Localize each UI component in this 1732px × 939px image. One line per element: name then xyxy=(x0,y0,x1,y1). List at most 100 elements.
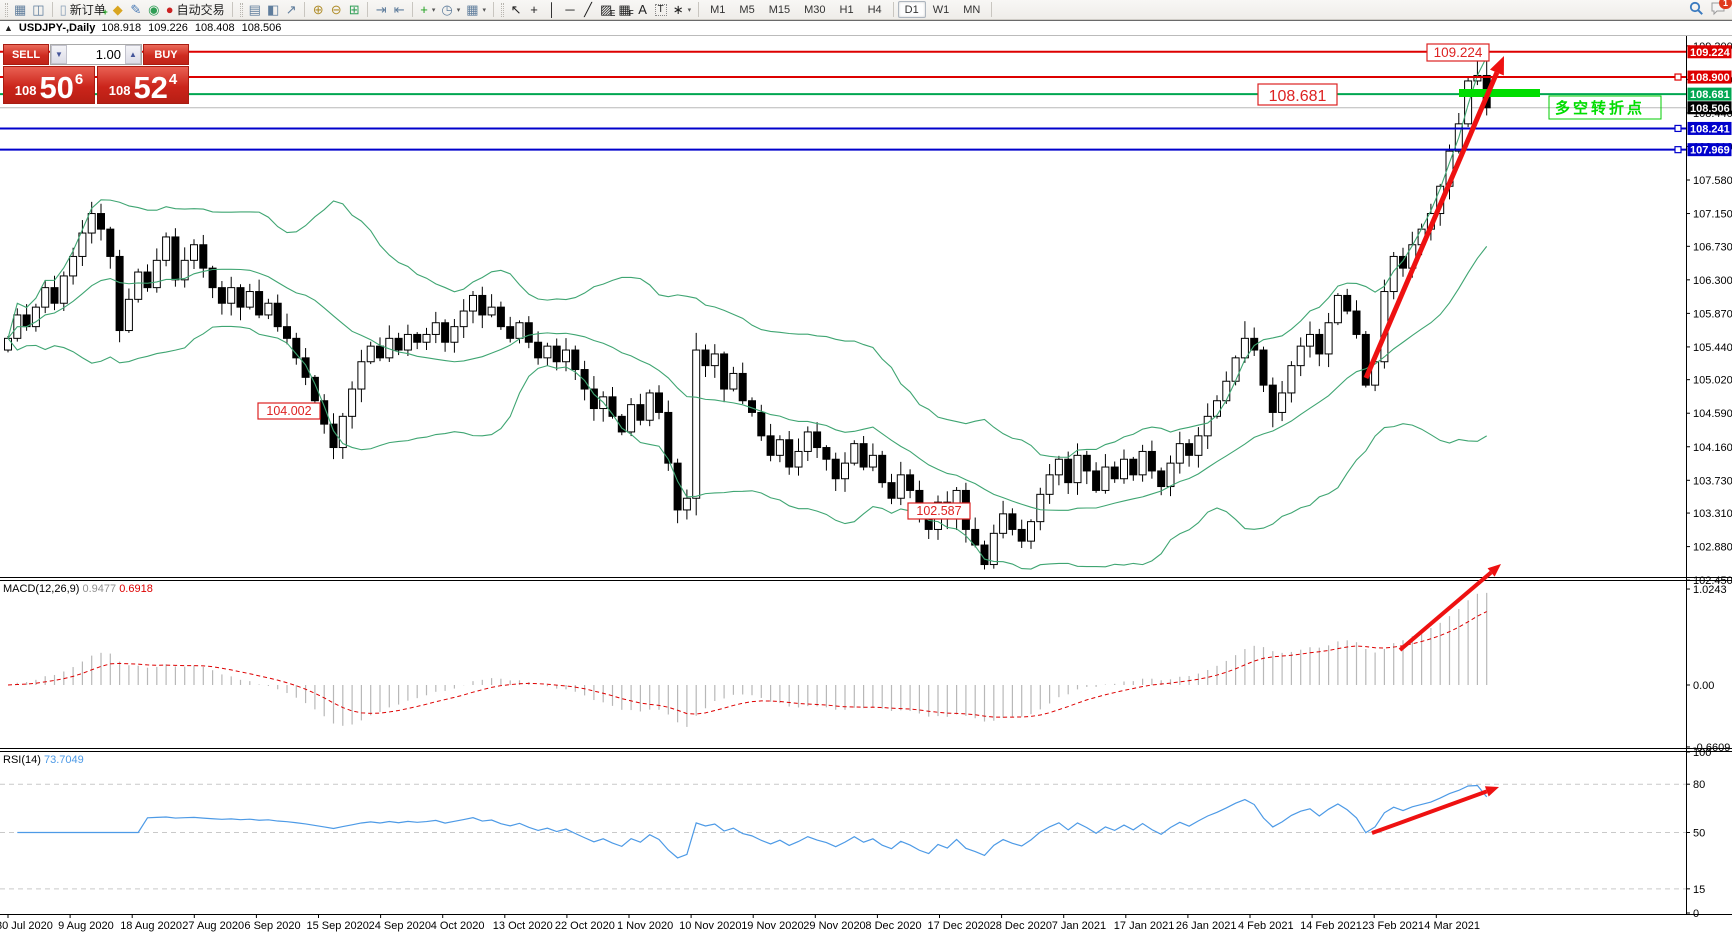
crosshair-icon: + xyxy=(530,2,538,17)
bar-chart-button[interactable]: ▤ xyxy=(246,1,264,19)
volume-stepper: ▼ ▲ xyxy=(50,44,142,65)
candle-body xyxy=(608,396,617,417)
axis-badge-text: 108.900 xyxy=(1690,72,1730,84)
timeframe-button-m1[interactable]: M1 xyxy=(710,3,726,16)
chart-shift-button[interactable]: ⇤ xyxy=(390,1,408,19)
tile-windows-button[interactable]: ⊞ xyxy=(345,1,363,19)
label-button[interactable]: T xyxy=(652,1,670,19)
shapes-button[interactable]: ∗ ▾ xyxy=(670,1,694,19)
candlestick-button[interactable]: ◧ xyxy=(264,1,282,19)
timeframe-button-m5[interactable]: M5 xyxy=(739,3,755,16)
candle-body xyxy=(1324,322,1333,355)
new-chart-button[interactable]: ▦ xyxy=(11,1,29,19)
candle-body xyxy=(59,275,68,304)
equidistant-channel-button[interactable]: ▨ E xyxy=(597,1,615,19)
timeframe-button-h4[interactable]: H4 xyxy=(867,3,882,16)
cursor-button[interactable]: ↖ xyxy=(507,1,525,19)
date-axis-label: 14 Feb 2021 xyxy=(1300,920,1362,932)
volume-decrease-button[interactable]: ▼ xyxy=(51,45,67,64)
volume-increase-button[interactable]: ▲ xyxy=(125,45,141,64)
sell-button[interactable]: SELL xyxy=(3,44,49,65)
trend-arrow-2[interactable] xyxy=(1398,564,1501,652)
bollinger-upper-band xyxy=(7,56,1488,458)
volume-input[interactable] xyxy=(67,45,125,64)
sep xyxy=(493,2,495,17)
candle-body xyxy=(710,353,719,367)
notifications-button[interactable]: 1 xyxy=(1710,0,1732,19)
date-axis-label: 6 Sep 2020 xyxy=(244,920,300,932)
timeframe-button-d1[interactable]: D1 xyxy=(897,1,926,18)
vertical-line-button[interactable]: │ xyxy=(543,1,561,19)
line-handle[interactable] xyxy=(1674,146,1682,154)
highlight-level-bar[interactable] xyxy=(1459,89,1540,97)
timeframe-button-w1[interactable]: W1 xyxy=(932,3,950,16)
trend-arrow-3[interactable] xyxy=(1371,786,1499,835)
candle-body xyxy=(496,306,505,328)
line-handle[interactable] xyxy=(1674,124,1682,133)
candle-body xyxy=(1185,443,1194,456)
date-axis-label: 27 Aug 2020 xyxy=(182,920,244,932)
candle-body xyxy=(329,423,338,449)
candle-body xyxy=(515,322,524,339)
candle-body xyxy=(999,513,1008,534)
metaeditor-icon: ✎ xyxy=(130,2,142,17)
candle-body xyxy=(236,287,245,308)
candle-body xyxy=(1092,470,1101,491)
candle-body xyxy=(1343,294,1352,312)
line-chart-button[interactable]: ↗ xyxy=(282,1,300,19)
zoom-out-button[interactable]: ⊖ xyxy=(327,1,345,19)
candle-body xyxy=(850,443,859,464)
candle-body xyxy=(1064,458,1073,484)
timeframe-button-m15[interactable]: M15 xyxy=(768,3,791,16)
timeframe-button-m30[interactable]: M30 xyxy=(804,3,826,16)
candle-body xyxy=(1045,474,1054,495)
text-button[interactable]: A xyxy=(634,1,652,19)
axis-badge-box xyxy=(1687,70,1732,84)
toolbar-right: 1 xyxy=(1689,0,1732,19)
new-order-button-label: 新订单 xyxy=(69,3,106,17)
trend-arrow-head xyxy=(1484,786,1499,797)
price-tag-text: 102.587 xyxy=(916,504,961,518)
search-icon[interactable] xyxy=(1689,1,1704,19)
gold-button[interactable]: ◆ xyxy=(109,1,127,19)
line-handle[interactable] xyxy=(1674,73,1682,81)
price-axis-label: 105.020 xyxy=(1693,375,1732,387)
templates-button[interactable]: ▦ ▾ xyxy=(463,1,489,19)
price-tag-102.587[interactable]: 102.587 xyxy=(907,502,971,520)
turning-point-label[interactable]: 多空转折点 xyxy=(1548,95,1662,120)
fibonacci-button[interactable]: ▦ F xyxy=(615,1,633,19)
ohlc-high: 109.226 xyxy=(148,22,188,34)
macd-axis-label: 1.0243 xyxy=(1693,584,1727,596)
crosshair-button[interactable]: + xyxy=(525,1,543,19)
new-order-button[interactable]: ▯ + 新订单 xyxy=(57,1,109,19)
autotrade-button[interactable]: ● 自动交易 xyxy=(163,1,228,19)
sell-price-block[interactable]: 108 50 6 xyxy=(3,66,95,104)
date-axis-label: 28 Dec 2020 xyxy=(990,920,1052,932)
candle-body xyxy=(1287,365,1296,394)
horizontal-line-button[interactable]: ─ xyxy=(561,1,579,19)
turning-point-text: 多空转折点 xyxy=(1555,99,1645,117)
auto-scroll-button[interactable]: ⇥ xyxy=(372,1,390,19)
main-toolbar: ▦ ◫ ▯ + 新订单 ◆ ✎ ◉ ● 自动交易 ▤ ◧ ↗ ⊕ ⊖ ⊞ ⇥ ⇤ + ▾ ◷ ▾ ▦ ▾ ↖ + │ ─ ╱ ▨ E ▦ F A T… xyxy=(0,0,1732,20)
indicators-button[interactable]: + ▾ xyxy=(417,1,438,19)
timeframe-button-h1[interactable]: H1 xyxy=(839,3,854,16)
price-tag-104.002[interactable]: 104.002 xyxy=(257,402,321,420)
buy-price-block[interactable]: 108 52 4 xyxy=(97,66,189,104)
price-tag-109.224[interactable]: 109.224 xyxy=(1426,43,1490,62)
ridge xyxy=(501,2,505,17)
candle-body xyxy=(1194,435,1203,456)
metaeditor-button[interactable]: ✎ xyxy=(127,1,145,19)
buy-button[interactable]: BUY xyxy=(143,44,189,65)
sep xyxy=(231,2,233,17)
trendline-button[interactable]: ╱ xyxy=(579,1,597,19)
trend-arrow-1[interactable] xyxy=(1363,56,1504,379)
zoom-in-button[interactable]: ⊕ xyxy=(309,1,327,19)
profiles-button[interactable]: ◫ xyxy=(29,1,47,19)
timeframe-button-mn[interactable]: MN xyxy=(963,3,981,16)
price-tag-108.681[interactable]: 108.681 xyxy=(1257,83,1338,106)
periods-button[interactable]: ◷ ▾ xyxy=(438,1,463,19)
sep xyxy=(304,2,306,17)
signal-button[interactable]: ◉ xyxy=(145,1,163,19)
